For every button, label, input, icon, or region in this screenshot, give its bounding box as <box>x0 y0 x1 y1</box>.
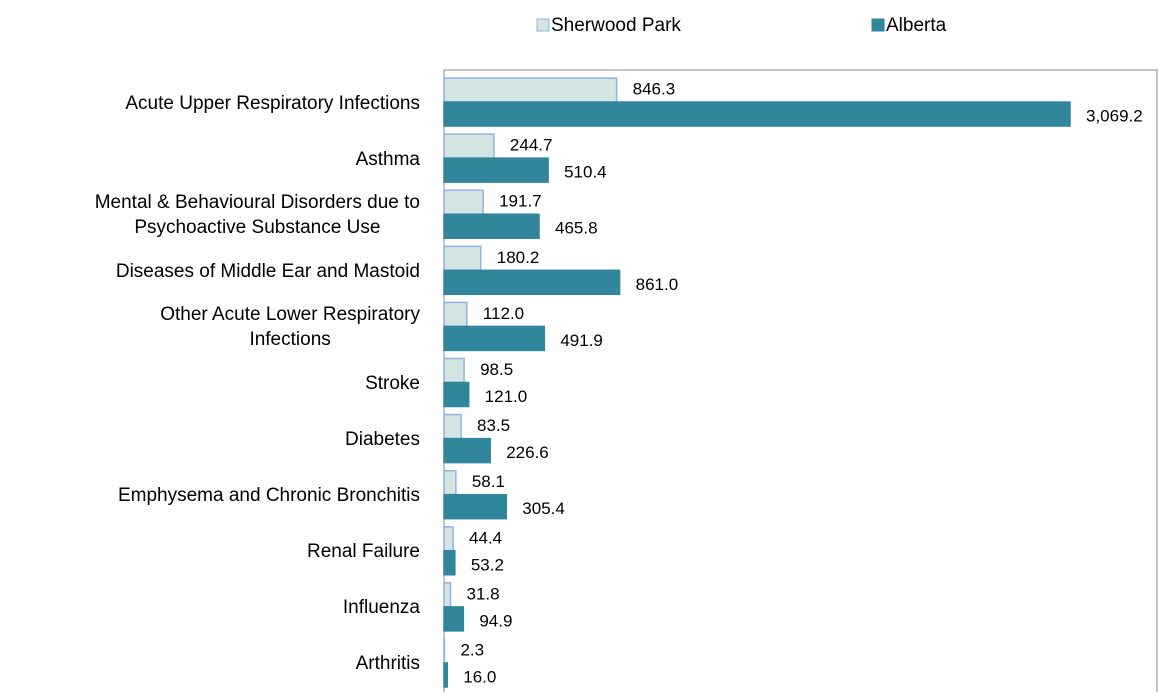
value-label: 226.6 <box>506 443 549 462</box>
bar <box>444 471 456 495</box>
bar <box>444 214 539 238</box>
category-text: Stroke <box>365 371 420 396</box>
value-label: 191.7 <box>499 192 542 211</box>
category-label: Arthritis <box>0 634 420 694</box>
legend-swatch <box>537 19 549 31</box>
category-text: Asthma <box>356 147 420 172</box>
bar <box>444 78 617 102</box>
value-label: 31.8 <box>466 584 499 603</box>
category-text: Diseases of Middle Ear and Mastoid <box>116 259 420 284</box>
value-label: 465.8 <box>555 219 598 238</box>
category-label: Diseases of Middle Ear and Mastoid <box>0 241 420 301</box>
category-text: Mental & Behavioural Disorders due to Ps… <box>95 190 420 240</box>
category-label: Asthma <box>0 129 420 189</box>
value-label: 83.5 <box>477 416 510 435</box>
category-text: Influenza <box>343 595 420 620</box>
value-label: 94.9 <box>479 611 512 630</box>
category-label: Influenza <box>0 578 420 638</box>
bar <box>444 302 467 326</box>
plot-frame <box>444 70 1157 692</box>
bar <box>444 663 447 687</box>
legend-label: Sherwood Park <box>551 15 681 36</box>
bar <box>444 383 469 407</box>
category-label: Mental & Behavioural Disorders due to Ps… <box>0 185 420 245</box>
legend-label: Alberta <box>886 15 947 36</box>
bar <box>444 415 461 439</box>
value-label: 44.4 <box>469 528 502 547</box>
category-text: Emphysema and Chronic Bronchitis <box>118 483 420 508</box>
bar <box>444 102 1070 126</box>
value-label: 510.4 <box>564 163 607 182</box>
category-text: Renal Failure <box>307 539 420 564</box>
value-label: 180.2 <box>497 248 540 267</box>
value-label: 491.9 <box>560 331 603 350</box>
bar <box>444 190 483 214</box>
category-label: Other Acute Lower Respiratory Infections <box>0 297 420 357</box>
bar <box>444 270 620 294</box>
legend-swatch <box>872 19 884 31</box>
bar <box>444 607 463 631</box>
value-label: 861.0 <box>636 275 679 294</box>
category-label: Stroke <box>0 354 420 414</box>
bar <box>444 527 453 551</box>
value-label: 98.5 <box>480 360 513 379</box>
value-label: 244.7 <box>510 136 553 155</box>
category-label: Diabetes <box>0 410 420 470</box>
bar <box>444 326 544 350</box>
category-label: Acute Upper Respiratory Infections <box>0 73 420 133</box>
bar <box>444 583 450 607</box>
value-label: 2.3 <box>460 640 484 659</box>
value-label: 305.4 <box>522 499 565 518</box>
category-label: Renal Failure <box>0 522 420 582</box>
bar <box>444 439 490 463</box>
value-label: 16.0 <box>463 667 496 686</box>
category-text: Acute Upper Respiratory Infections <box>125 91 420 116</box>
value-label: 112.0 <box>483 304 524 323</box>
bar <box>444 495 506 519</box>
category-text: Arthritis <box>356 651 420 676</box>
value-label: 846.3 <box>633 80 676 99</box>
category-text: Diabetes <box>345 427 420 452</box>
value-label: 53.2 <box>471 555 504 574</box>
bar <box>444 158 548 182</box>
category-text: Other Acute Lower Respiratory Infections <box>160 302 420 352</box>
bar <box>444 551 455 575</box>
value-label: 58.1 <box>472 472 505 491</box>
bar <box>444 134 494 158</box>
bar <box>444 359 464 383</box>
category-label: Emphysema and Chronic Bronchitis <box>0 466 420 526</box>
bar <box>444 246 481 270</box>
value-label: 3,069.2 <box>1086 107 1143 126</box>
value-label: 121.0 <box>485 387 528 406</box>
